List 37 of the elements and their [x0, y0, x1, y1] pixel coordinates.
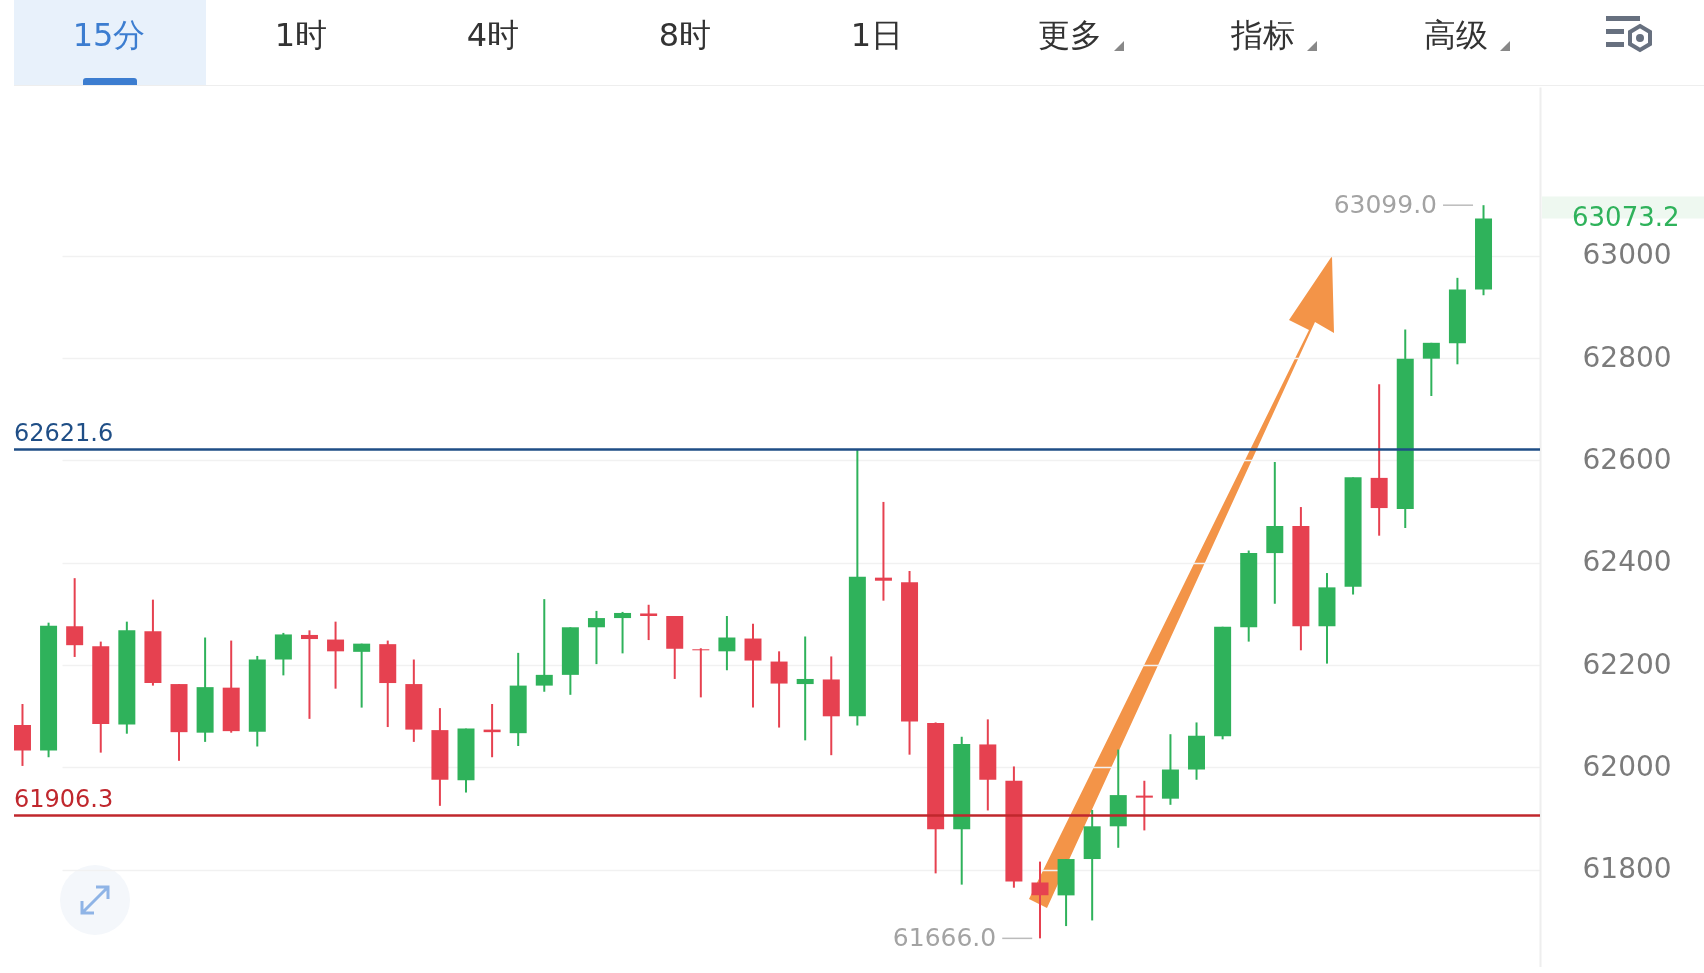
text: 指标: [1231, 15, 1295, 56]
candlestick: [535, 598, 553, 693]
text: 1日: [850, 15, 904, 56]
y-tick-label: 63000: [1582, 238, 1672, 272]
candlestick: [1031, 860, 1049, 940]
candlestick: [770, 650, 788, 729]
text: 更多: [1038, 15, 1102, 56]
candlestick: [327, 620, 345, 690]
candlestick: [66, 577, 84, 658]
candlestick: [692, 647, 710, 699]
candlestick: [614, 610, 632, 655]
candlestick: [300, 629, 318, 720]
candlestick: [640, 603, 658, 642]
candlestick: [796, 635, 814, 742]
text: 1时: [274, 15, 328, 56]
candlestick: [587, 609, 605, 666]
y-tick-label: 61800: [1582, 852, 1672, 886]
ref-line-label: 62621.6: [14, 419, 114, 448]
candlestick: [353, 642, 371, 709]
text: 4时: [466, 15, 520, 56]
y-tick-label: 62000: [1582, 749, 1672, 783]
text: 15分: [72, 15, 146, 56]
text: 63073.2: [1572, 202, 1680, 233]
annotation: 63099.0: [1333, 190, 1438, 220]
y-tick-label: 62400: [1582, 545, 1672, 579]
text: 8时: [658, 15, 712, 56]
y-tick-label: 62800: [1582, 340, 1672, 374]
y-tick-label: 62200: [1582, 647, 1672, 681]
candlestick: [874, 500, 892, 602]
candlestick: [1135, 779, 1153, 832]
candlestick: [1422, 341, 1440, 398]
ref-line-label: 61906.3: [14, 785, 114, 814]
annotation: 61666.0: [892, 923, 997, 953]
candlestick: [718, 615, 736, 672]
y-tick-label: 62600: [1582, 442, 1672, 476]
candlestick: [744, 622, 762, 709]
text: 高级: [1424, 15, 1488, 56]
